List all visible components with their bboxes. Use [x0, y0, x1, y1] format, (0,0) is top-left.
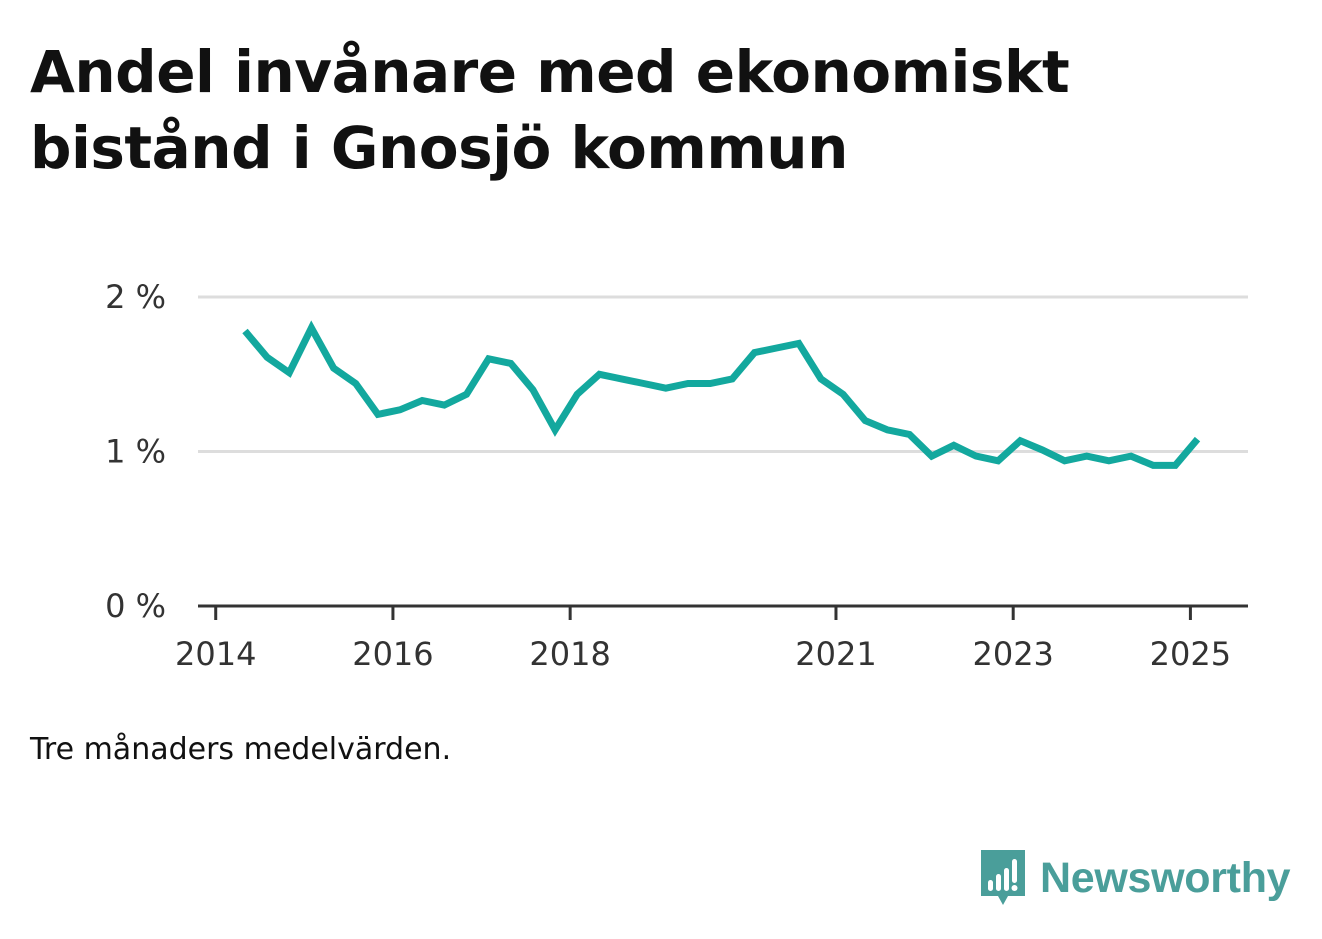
x-tick-label: 2023	[972, 635, 1053, 673]
y-axis-ticks: 0 % 1 % 2 %	[105, 278, 166, 625]
x-tick-label: 2016	[352, 635, 433, 673]
x-tick-label: 2014	[175, 635, 256, 673]
x-tick-label: 2021	[795, 635, 876, 673]
chart-title: Andel invånare med ekonomiskt bistånd i …	[30, 38, 1070, 182]
line-chart: 0 % 1 % 2 % 2014 2016 2018 2021 2023 2025	[105, 278, 1248, 673]
y-tick-label: 0 %	[105, 587, 166, 625]
gridlines	[198, 295, 1248, 453]
x-axis-ticks: 2014 2016 2018 2021 2023 2025	[175, 606, 1231, 673]
y-tick-label: 1 %	[105, 433, 166, 471]
brand-logo[interactable]: Newsworthy	[978, 846, 1291, 910]
y-tick-label: 2 %	[105, 278, 166, 316]
bar-chart-speech-bubble-icon	[981, 850, 1025, 905]
brand-name: Newsworthy	[1040, 853, 1291, 902]
x-tick-label: 2025	[1150, 635, 1231, 673]
footnote: Tre månaders medelvärden.	[30, 732, 452, 767]
series-layer	[242, 320, 1201, 469]
series-line	[242, 320, 1201, 469]
x-tick-label: 2018	[529, 635, 610, 673]
